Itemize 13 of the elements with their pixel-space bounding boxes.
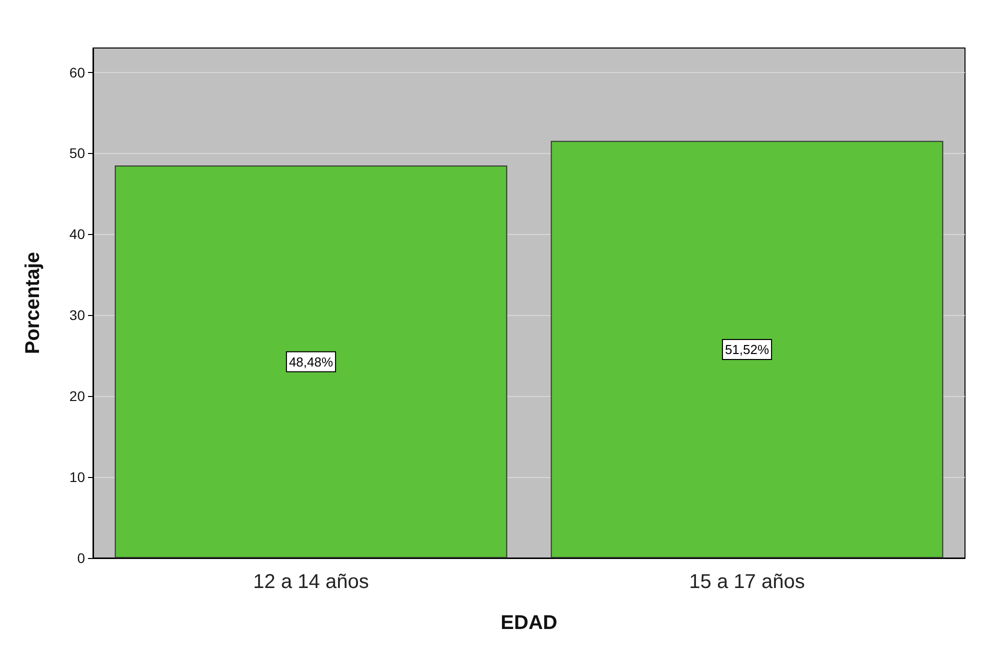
y-tick-label: 0 bbox=[77, 550, 86, 566]
y-axis-title: Porcentaje bbox=[22, 252, 44, 354]
y-tick-label: 20 bbox=[69, 388, 86, 404]
x-axis-title: EDAD bbox=[500, 612, 558, 634]
data-label: 48,48% bbox=[288, 354, 334, 370]
y-tick-label: 40 bbox=[69, 226, 86, 242]
y-tick-label: 30 bbox=[69, 307, 86, 324]
y-tick-label: 10 bbox=[69, 469, 86, 486]
data-label: 51,52% bbox=[724, 342, 770, 357]
x-tick-label: 12 a 14 años bbox=[253, 571, 369, 593]
x-tick-label: 15 a 17 años bbox=[689, 571, 805, 593]
y-tick-label: 50 bbox=[69, 145, 86, 162]
y-tick-label: 60 bbox=[69, 64, 86, 80]
